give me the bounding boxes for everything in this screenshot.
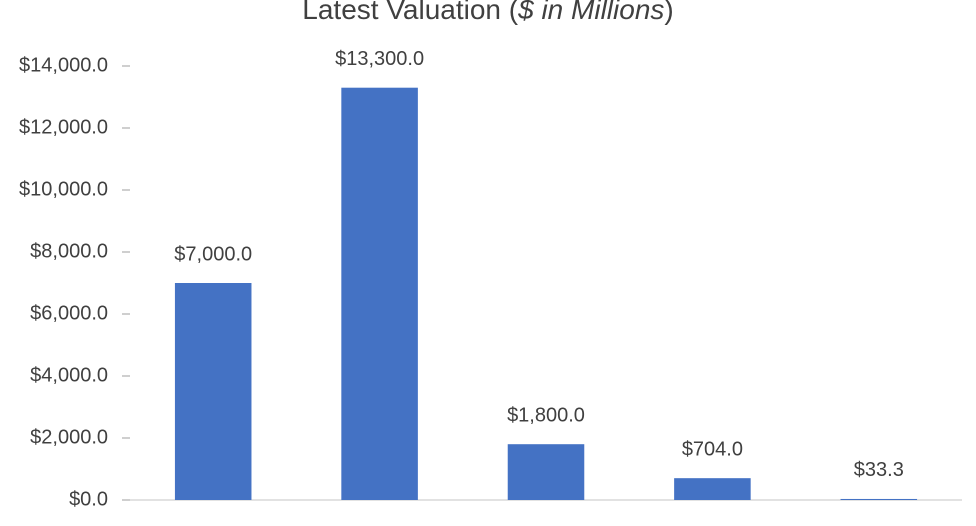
data-label: $1,800.0 bbox=[507, 404, 585, 426]
data-label: $704.0 bbox=[682, 438, 743, 460]
title-part: $ in Millions bbox=[517, 0, 664, 25]
bar bbox=[674, 478, 751, 500]
y-tick-label: $6,000.0 bbox=[30, 302, 108, 324]
y-tick-label: $8,000.0 bbox=[30, 240, 108, 262]
bar bbox=[840, 498, 918, 500]
bar bbox=[174, 283, 252, 500]
y-tick-label: $12,000.0 bbox=[19, 116, 108, 138]
y-tick-label: $14,000.0 bbox=[19, 54, 108, 76]
bar bbox=[341, 87, 418, 500]
data-label: $13,300.0 bbox=[335, 48, 424, 70]
title-part: Latest Valuation ( bbox=[302, 0, 519, 25]
title-part: ) bbox=[664, 0, 673, 25]
data-label: $33.3 bbox=[854, 459, 904, 481]
data-label: $7,000.0 bbox=[174, 243, 252, 265]
chart-title: Latest Valuation ($ in Millions) bbox=[302, 0, 673, 25]
y-tick-label: $0.0 bbox=[69, 488, 108, 510]
y-tick-label: $10,000.0 bbox=[19, 178, 108, 200]
bar bbox=[507, 444, 585, 500]
y-tick-label: $2,000.0 bbox=[30, 426, 108, 448]
y-tick-label: $4,000.0 bbox=[30, 364, 108, 386]
